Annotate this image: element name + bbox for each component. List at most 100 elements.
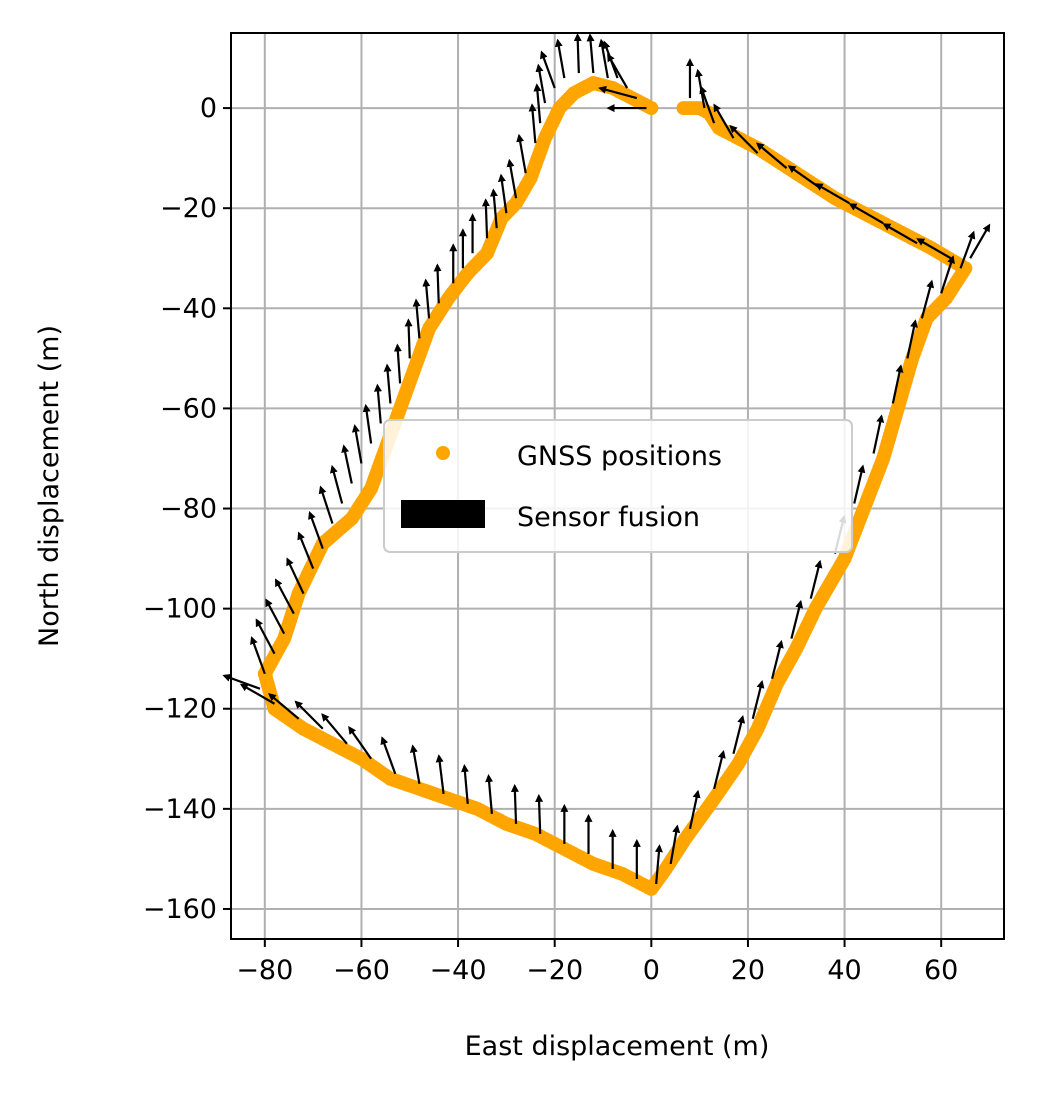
fusion-arrow: [809, 559, 823, 599]
x-axis-title: East displacement (m): [465, 1031, 770, 1062]
x-tick-label: −40: [430, 955, 487, 986]
y-tick-label: −20: [160, 193, 217, 224]
plot-frame: [230, 32, 1005, 940]
fusion-arrow: [669, 824, 681, 865]
fusion-arrow: [510, 783, 519, 824]
x-tick-label: 0: [643, 955, 660, 986]
fusion-arrow: [787, 165, 822, 190]
legend: GNSS positions Sensor fusion: [383, 419, 853, 553]
fusion-arrow: [308, 510, 324, 549]
gnss-point: [676, 101, 691, 116]
fusion-arrow: [872, 414, 885, 454]
y-tick-label: −140: [143, 794, 217, 825]
fusion-arrow: [433, 263, 442, 304]
x-tick-label: −80: [236, 955, 293, 986]
fusion-arrow: [891, 364, 904, 404]
fusion-arrow: [274, 578, 295, 615]
fusion-arrow: [573, 33, 582, 74]
fusion-arrow: [906, 319, 918, 359]
fusion-arrow: [755, 142, 788, 169]
fusion-arrow: [489, 188, 498, 229]
fusion-arrow: [535, 793, 544, 834]
fusion-arrow: [460, 764, 469, 804]
fusion-arrow: [688, 789, 701, 830]
fusion-arrow: [969, 223, 991, 259]
fusion-arrow: [267, 693, 300, 720]
x-tick-label: 40: [827, 955, 861, 986]
fusion-arrow: [383, 363, 392, 404]
y-tick-label: −100: [143, 594, 217, 625]
fusion-arrow: [329, 464, 344, 504]
fusion-arrow: [598, 38, 609, 79]
fusion-arrow: [882, 223, 918, 245]
fusion-arrow: [694, 68, 706, 109]
y-tick-label: −80: [160, 494, 217, 525]
fusion-arrow: [528, 103, 537, 144]
fusion-arrow: [533, 83, 542, 124]
plot-data: [222, 33, 991, 896]
x-tick-label: −20: [526, 955, 583, 986]
fusion-arrow: [751, 679, 765, 720]
x-tick-label: −60: [333, 955, 390, 986]
fusion-arrow: [265, 598, 286, 635]
fusion-arrow: [409, 744, 421, 785]
fusion-arrow: [853, 464, 866, 504]
fusion-arrow: [654, 844, 663, 885]
fusion-arrow: [814, 183, 850, 205]
fusion-arrow: [713, 750, 726, 790]
legend-gnss-marker: [436, 446, 450, 460]
fusion-arrow: [602, 40, 619, 79]
y-axis-title: North displacement (m): [34, 325, 65, 647]
fusion-arrow: [404, 318, 413, 359]
x-tick-label: 60: [924, 955, 958, 986]
fusion-arrow: [222, 674, 261, 690]
fusion-arrow: [771, 639, 784, 679]
fusion-arrow: [435, 754, 445, 794]
fusion-arrow: [297, 531, 315, 570]
fusion-arrow: [255, 618, 276, 655]
fusion-arrow: [341, 444, 353, 484]
y-tick-label: 0: [200, 93, 217, 124]
y-tick-label: −40: [160, 293, 217, 324]
y-tick-label: −60: [160, 393, 217, 424]
fusion-arrow: [699, 85, 716, 124]
fusion-arrow: [321, 713, 348, 745]
fusion-arrow: [481, 198, 490, 239]
y-tick-label: −120: [143, 694, 217, 725]
fusion-arrow: [250, 636, 266, 675]
fusion-arrow: [485, 774, 494, 814]
fusion-arrow: [848, 203, 884, 225]
fusion-arrow: [516, 133, 527, 174]
fusion-arrow: [412, 298, 421, 339]
fusion-arrow: [286, 557, 305, 595]
fusion-arrow: [729, 124, 759, 154]
fusion-arrow: [790, 599, 804, 639]
fusion-arrow: [294, 700, 324, 730]
fusion-arrow: [920, 279, 935, 319]
fusion-arrow: [348, 726, 373, 760]
fusion-arrow: [362, 403, 373, 444]
fusion-arrow: [554, 38, 566, 79]
legend-box: [383, 419, 853, 553]
ticks: −80 −60 −40 −20 0 20 40 60 0 −20 −40 −60 −80 −100 −120…: [143, 93, 959, 986]
x-tick-label: 20: [731, 955, 765, 986]
fusion-arrow: [380, 736, 397, 775]
legend-fusion-marker: [401, 500, 485, 528]
fusion-arrow: [940, 255, 955, 294]
fusion-arrow: [506, 158, 518, 199]
fusion-arrow: [586, 33, 595, 74]
fusion-arrow: [393, 343, 402, 384]
fusion-arrow: [713, 103, 735, 139]
legend-fusion-label: Sensor fusion: [517, 502, 700, 533]
fusion-arrow: [598, 85, 638, 100]
fusion-arrow: [351, 424, 363, 464]
fusion-arrow: [373, 383, 382, 424]
fusion-arrow: [539, 50, 556, 89]
fusion-arrow: [497, 173, 508, 214]
fusion-arrow: [535, 63, 547, 104]
y-tick-label: −160: [143, 894, 217, 925]
fusion-arrow: [732, 714, 746, 755]
fusion-arrow: [318, 485, 334, 524]
fusion-arrow: [916, 238, 952, 260]
